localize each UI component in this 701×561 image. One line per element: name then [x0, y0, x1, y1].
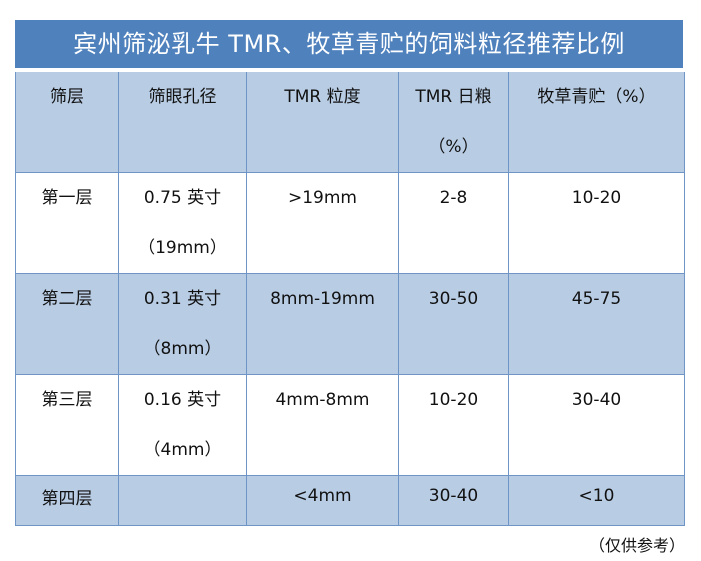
layer-cell: 第四层: [15, 475, 119, 526]
reference-note: （仅供参考）: [588, 536, 685, 555]
table-row: 第四层 <4mm 30-40 <10: [15, 475, 685, 526]
tmr-cell: 10-20: [398, 374, 509, 476]
header-cell: 牧草青贮（%）: [508, 69, 685, 173]
header-cell: 筛眼孔径: [118, 69, 247, 173]
layer-cell: 第三层: [15, 374, 119, 476]
layer-cell: 第二层: [15, 273, 119, 375]
size-cell: 8mm-19mm: [246, 273, 399, 375]
particle-size-table: 筛层 筛眼孔径 TMR 粒度 TMR 日粮 （%） 牧草青贮（%） 第一层 0.…: [15, 69, 685, 526]
aperture-cell: 0.31 英寸 （8mm）: [118, 273, 247, 375]
aperture-cell: 0.75 英寸 （19mm）: [118, 172, 247, 274]
header-cell: 筛层: [15, 69, 119, 173]
header-cell: TMR 粒度: [246, 69, 399, 173]
table-row: 第三层 0.16 英寸 （4mm） 4mm-8mm 10-20 30-40: [15, 374, 685, 476]
silage-cell: <10: [508, 475, 685, 526]
silage-cell: 30-40: [508, 374, 685, 476]
header-cell: TMR 日粮 （%）: [398, 69, 509, 173]
table-row: 第一层 0.75 英寸 （19mm） >19mm 2-8 10-20: [15, 172, 685, 274]
header-row: 筛层 筛眼孔径 TMR 粒度 TMR 日粮 （%） 牧草青贮（%）: [15, 69, 685, 173]
tmr-cell: 30-40: [398, 475, 509, 526]
table-row: 第二层 0.31 英寸 （8mm） 8mm-19mm 30-50 45-75: [15, 273, 685, 375]
size-cell: 4mm-8mm: [246, 374, 399, 476]
silage-cell: 10-20: [508, 172, 685, 274]
tmr-cell: 2-8: [398, 172, 509, 274]
silage-cell: 45-75: [508, 273, 685, 375]
aperture-cell: [118, 475, 247, 526]
size-cell: <4mm: [246, 475, 399, 526]
table-title: 宾州筛泌乳牛 TMR、牧草青贮的饲料粒径推荐比例: [15, 20, 683, 68]
tmr-cell: 30-50: [398, 273, 509, 375]
layer-cell: 第一层: [15, 172, 119, 274]
aperture-cell: 0.16 英寸 （4mm）: [118, 374, 247, 476]
size-cell: >19mm: [246, 172, 399, 274]
